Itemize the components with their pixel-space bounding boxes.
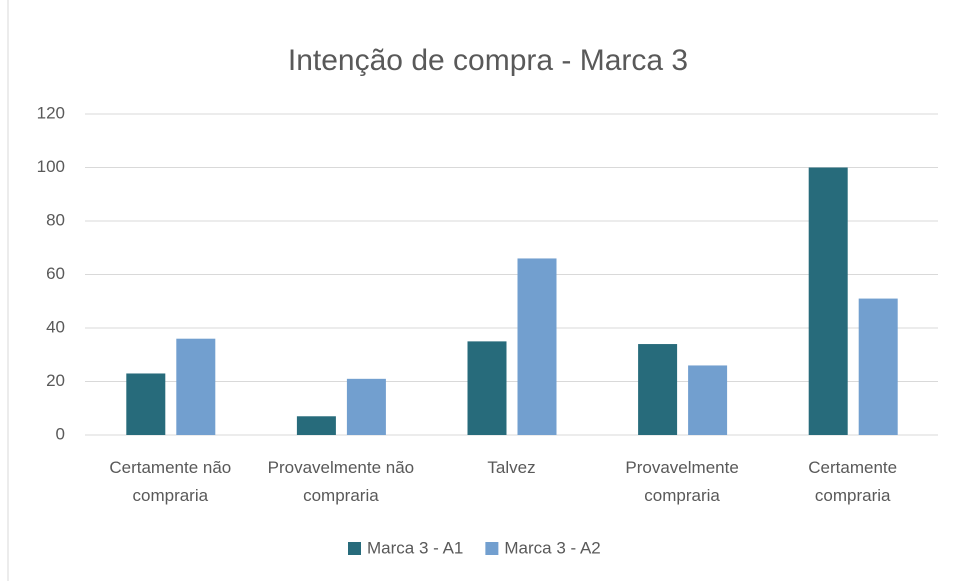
bar [517, 258, 557, 435]
x-tick-label: Provavelmente não compraria [267, 458, 415, 505]
bar [346, 378, 386, 435]
legend-swatch [485, 542, 499, 555]
x-tick-label: Talvez [487, 458, 536, 477]
bar [296, 416, 336, 435]
bar [176, 338, 216, 435]
bar [808, 167, 848, 435]
bar [858, 298, 898, 435]
y-tick-label: 80 [46, 210, 65, 229]
bar [638, 344, 678, 435]
bar [688, 365, 728, 435]
y-tick-label: 120 [37, 103, 65, 122]
legend-swatch [348, 542, 361, 555]
y-tick-label: 0 [56, 424, 65, 443]
chart-title: Intenção de compra - Marca 3 [288, 44, 688, 77]
y-tick-label: 40 [46, 317, 65, 336]
x-tick-label: Certamente compraria [808, 458, 898, 505]
y-tick-label: 100 [37, 157, 65, 176]
legend-label: Marca 3 - A1 [367, 538, 463, 557]
legend-label: Marca 3 - A2 [504, 538, 600, 557]
y-tick-label: 60 [46, 264, 65, 283]
bar [126, 373, 166, 435]
y-tick-label: 20 [46, 371, 65, 390]
x-tick-label: Certamente não compraria [109, 458, 232, 505]
bar [467, 341, 507, 435]
x-tick-label: Provavelmente compraria [625, 458, 739, 505]
